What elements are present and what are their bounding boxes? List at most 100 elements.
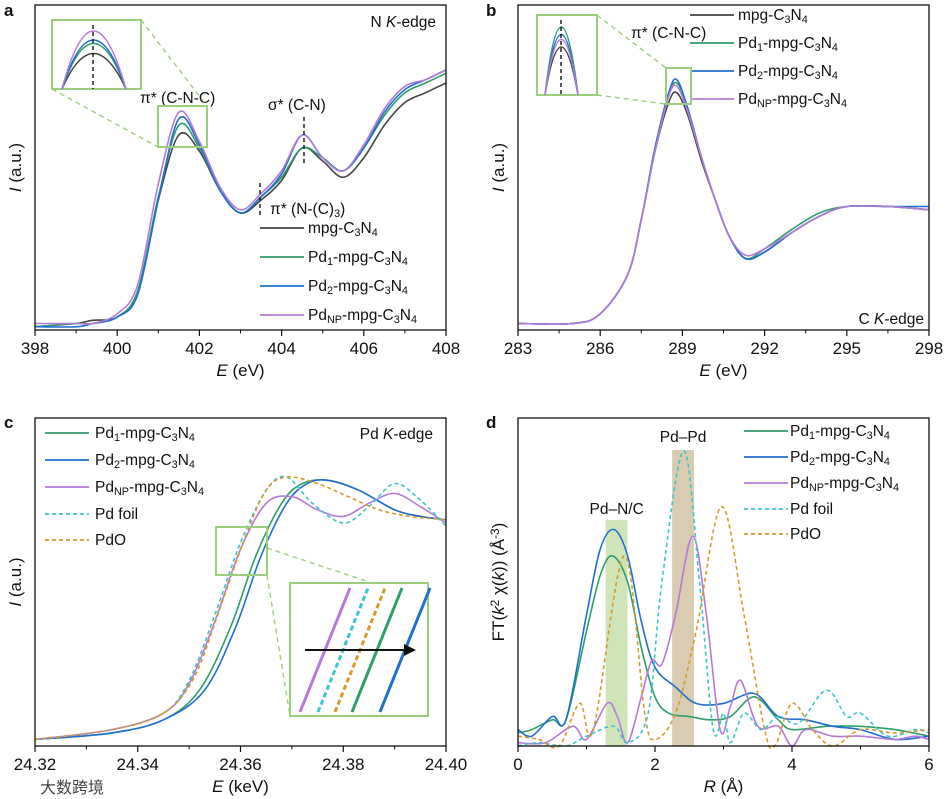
text-part: -mpg-C: [333, 249, 385, 266]
text-part: ): [489, 523, 508, 529]
text-part: PdO: [790, 526, 821, 543]
text-part: 4: [884, 456, 890, 468]
text-part: PdO: [95, 532, 126, 549]
text-part: 2: [757, 70, 763, 82]
text-part: -mpg-C: [342, 307, 394, 324]
y-axis-label: I (a.u.): [489, 143, 508, 192]
text-part: Pd: [738, 35, 757, 52]
legend-label-pd1: Pd1-mpg-C3N4: [790, 423, 890, 442]
y-axis-label: I (a.u.): [6, 557, 25, 606]
text-part: 3: [355, 227, 361, 239]
text-part: Pd: [308, 278, 327, 295]
text-part: 3: [824, 98, 830, 110]
text-part: 3: [394, 314, 400, 326]
annotation: σ* (C-N): [268, 97, 326, 114]
panel-c: cPd1-mpg-C3N4Pd2-mpg-C3N4PdNP-mpg-C3N4Pd…: [4, 413, 467, 796]
series-line-pdnp: [35, 69, 447, 326]
panel-d: dPd–N/CPd–Pd Pd1-mpg-C3N4Pd2-mpg-C3N4PdNP…: [486, 413, 934, 796]
y-axis-label: FT(k2 χ(k)) (Å-3): [488, 523, 508, 642]
x-tick-label: 6: [924, 755, 933, 774]
text-part: σ* (C-N): [268, 97, 326, 114]
inset-box: [289, 582, 429, 717]
x-tick-label: 286: [586, 339, 614, 358]
text-part: 1: [809, 430, 815, 442]
text-part: E: [699, 361, 711, 380]
x-axis-label: E (eV): [699, 361, 747, 380]
text-part: (a.u.): [6, 557, 25, 601]
text-part: NP: [114, 486, 129, 498]
text-part: N: [391, 249, 402, 266]
text-part: N: [178, 425, 189, 442]
legend-label-foil: Pd foil: [790, 501, 833, 518]
zoom-source-box: [157, 105, 208, 148]
band-label: Pd–Pd: [660, 429, 707, 446]
text-part: 4: [832, 42, 838, 54]
text-part: -mpg-C: [120, 425, 172, 442]
text-part: -edge: [393, 426, 433, 443]
text-part: E: [212, 777, 224, 796]
series-line-pd2: [517, 528, 930, 741]
x-axis-label: E (eV): [216, 361, 264, 380]
text-part: π* (N-(C): [270, 201, 334, 218]
text-part: 4: [189, 459, 195, 471]
legend-label-pd1: Pd1-mpg-C3N4: [95, 425, 195, 444]
series-line-foil: [34, 475, 447, 741]
text-part: 4: [198, 486, 204, 498]
text-part: 3: [867, 456, 873, 468]
legend-label-pdo: PdO: [790, 526, 821, 543]
legend-label-pdnp: PdNP-mpg-C3N4: [738, 91, 847, 110]
text-part: π* (C-N-C): [631, 25, 706, 42]
text-part: 2: [114, 459, 120, 471]
text-part: 2: [488, 599, 502, 606]
text-part: -mpg-C: [120, 452, 172, 469]
zoom-guide-line: [51, 88, 159, 148]
panel-letter: c: [4, 413, 13, 432]
x-tick-label: 298: [915, 339, 943, 358]
x-tick-label: 400: [103, 339, 131, 358]
text-part: (eV): [228, 361, 265, 380]
text-part: (a.u.): [489, 143, 508, 187]
text-part: N: [873, 423, 884, 440]
legend-label-pdnp: PdNP-mpg-C3N4: [308, 307, 417, 326]
panel-letter: d: [486, 413, 496, 432]
text-part: N: [391, 278, 402, 295]
legend-label-pdnp: PdNP-mpg-C3N4: [790, 475, 899, 494]
text-part: )) (Å: [489, 538, 508, 572]
text-part: 3: [815, 42, 821, 54]
series-line-pdo: [34, 476, 447, 741]
x-tick-label: 24.34: [116, 755, 159, 774]
legend-label-pdo: PdO: [95, 532, 126, 549]
text-part: -mpg-C: [763, 35, 815, 52]
text-part: 3: [385, 285, 391, 297]
zoom-source-box: [215, 526, 268, 576]
text-part: 2: [809, 456, 815, 468]
text-part: π* (C-N-C): [140, 90, 215, 107]
text-part: Pd foil: [95, 506, 138, 523]
legend-label-pd1: Pd1-mpg-C3N4: [738, 35, 838, 54]
text-part: K: [874, 311, 885, 328]
x-tick-label: 283: [504, 339, 532, 358]
x-tick-label: 24.36: [219, 755, 262, 774]
text-part: 3: [181, 486, 187, 498]
text-part: -edge: [396, 14, 436, 31]
text-part: -mpg-C: [763, 63, 815, 80]
band-label: Pd–N/C: [589, 501, 643, 518]
text-part: N: [873, 449, 884, 466]
text-part: -mpg-C: [824, 475, 876, 492]
legend-label-mpg: mpg-C3N4: [738, 7, 808, 26]
series-line-pd1: [517, 81, 930, 326]
text-part: 4: [402, 285, 408, 297]
text-part: K: [383, 426, 394, 443]
x-tick-label: 398: [21, 339, 49, 358]
text-part: 3: [172, 459, 178, 471]
inset-box: [536, 14, 598, 96]
legend-label-pdnp: PdNP-mpg-C3N4: [95, 479, 204, 498]
text-part: 1: [327, 256, 333, 268]
shift-arrow-head-icon: [404, 644, 416, 656]
text-part: (keV): [224, 777, 269, 796]
x-tick-label: 295: [833, 339, 861, 358]
text-part: Pd: [308, 307, 327, 324]
x-tick-label: 24.40: [425, 755, 468, 774]
text-part: 3: [876, 482, 882, 494]
zoom-guide-line: [266, 574, 291, 717]
